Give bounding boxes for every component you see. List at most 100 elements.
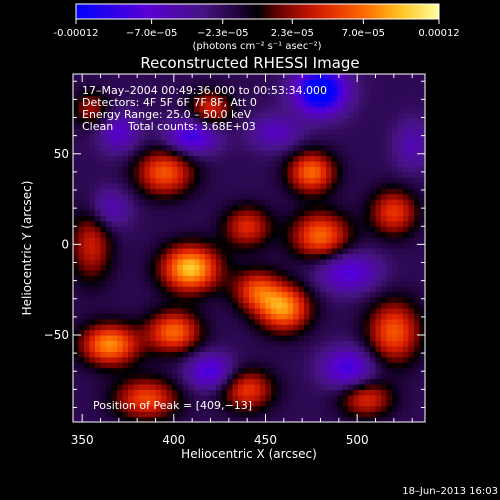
heatmap-cell — [265, 242, 272, 249]
heatmap-cell — [326, 199, 333, 206]
heatmap-cell — [133, 150, 140, 157]
heatmap-cell — [276, 296, 283, 303]
heatmap-cell — [161, 193, 168, 200]
heatmap-cell — [100, 264, 107, 271]
heatmap-cell — [100, 112, 107, 119]
heatmap-cell — [304, 237, 311, 244]
heatmap-cell — [304, 182, 311, 189]
heatmap-cell — [73, 318, 80, 325]
heatmap-cell — [73, 286, 80, 293]
heatmap-cell — [183, 188, 190, 195]
heatmap-cell — [155, 258, 162, 265]
heatmap-cell — [227, 383, 234, 390]
heatmap-cell — [172, 90, 179, 97]
heatmap-cell — [403, 139, 410, 146]
heatmap-cell — [133, 74, 140, 81]
heatmap-cell — [188, 226, 195, 233]
heatmap-cell — [188, 112, 195, 119]
heatmap-cell — [155, 286, 162, 293]
heatmap-cell — [183, 373, 190, 380]
heatmap-cell — [139, 264, 146, 271]
heatmap-cell — [403, 79, 410, 86]
heatmap-cell — [326, 193, 333, 200]
heatmap-cell — [359, 340, 366, 347]
heatmap-cell — [276, 177, 283, 184]
heatmap-cell — [370, 291, 377, 298]
heatmap-cell — [183, 231, 190, 238]
heatmap-cell — [78, 416, 85, 423]
heatmap-cell — [177, 264, 184, 271]
heatmap-cell — [166, 329, 173, 336]
heatmap-cell — [117, 226, 124, 233]
heatmap-cell — [232, 345, 239, 352]
heatmap-cell — [117, 280, 124, 287]
heatmap-cell — [232, 209, 239, 216]
heatmap-cell — [166, 291, 173, 298]
heatmap-cell — [414, 215, 421, 222]
heatmap-cell — [265, 177, 272, 184]
heatmap-cell — [150, 411, 157, 418]
heatmap-cell — [177, 367, 184, 374]
heatmap-cell — [100, 155, 107, 162]
heatmap-cell — [265, 95, 272, 102]
heatmap-cell — [117, 79, 124, 86]
heatmap-cell — [326, 101, 333, 108]
heatmap-cell — [221, 166, 228, 173]
heatmap-cell — [408, 122, 415, 129]
heatmap-cell — [254, 389, 261, 396]
heatmap-cell — [161, 128, 168, 135]
heatmap-cell — [342, 171, 349, 178]
heatmap-cell — [139, 324, 146, 331]
heatmap-cell — [408, 313, 415, 320]
heatmap-cell — [419, 378, 426, 385]
heatmap-cell — [375, 335, 382, 342]
heatmap-cell — [238, 329, 245, 336]
heatmap-cell — [161, 122, 168, 129]
heatmap-cell — [95, 133, 102, 140]
heatmap-cell — [403, 204, 410, 211]
colorbar: -0.00012 −7.0e−05 −2.3e−05 2.3e−05 7.0e−05 0.… — [54, 3, 460, 52]
heatmap-cell — [106, 411, 113, 418]
heatmap-cell — [320, 394, 327, 401]
heatmap-cell — [128, 95, 135, 102]
heatmap-cell — [309, 199, 316, 206]
heatmap-cell — [243, 177, 250, 184]
heatmap-cell — [271, 155, 278, 162]
heatmap-cell — [161, 302, 168, 309]
heatmap-cell — [276, 405, 283, 412]
heatmap-cell — [89, 209, 96, 216]
heatmap-cell — [95, 150, 102, 157]
heatmap-cell — [304, 275, 311, 282]
heatmap-cell — [348, 367, 355, 374]
heatmap-cell — [84, 242, 91, 249]
heatmap-cell — [342, 329, 349, 336]
heatmap-cell — [78, 204, 85, 211]
heatmap-cell — [243, 74, 250, 81]
heatmap-cell — [309, 383, 316, 390]
heatmap-cell — [78, 362, 85, 369]
heatmap-cell — [227, 248, 234, 255]
heatmap-cell — [166, 237, 173, 244]
heatmap-cell — [205, 188, 212, 195]
heatmap-cell — [89, 133, 96, 140]
heatmap-cell — [111, 291, 118, 298]
heatmap-cell — [89, 84, 96, 91]
heatmap-cell — [188, 139, 195, 146]
heatmap-cell — [111, 378, 118, 385]
heatmap-cell — [254, 351, 261, 358]
heatmap-cell — [73, 171, 80, 178]
heatmap-cell — [397, 383, 404, 390]
heatmap-cell — [78, 269, 85, 276]
heatmap-cell — [172, 161, 179, 168]
heatmap-cell — [403, 166, 410, 173]
heatmap-cell — [359, 199, 366, 206]
heatmap-cell — [320, 416, 327, 423]
heatmap-cell — [232, 318, 239, 325]
heatmap-cell — [304, 248, 311, 255]
peak-marker — [317, 87, 324, 94]
heatmap-cell — [205, 340, 212, 347]
heatmap-cell — [419, 340, 426, 347]
x-axis-title: Heliocentric X (arcsec) — [181, 447, 317, 461]
heatmap-cell — [397, 356, 404, 363]
